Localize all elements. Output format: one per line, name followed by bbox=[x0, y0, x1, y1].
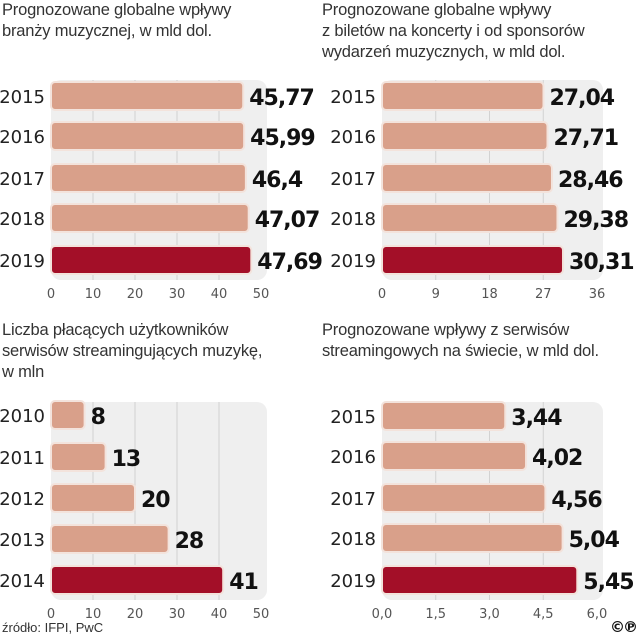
bar bbox=[50, 163, 247, 193]
value-label: 3,44 bbox=[511, 406, 562, 431]
bar-chart-music-industry: 2015 45,77 2016 45,99 2017 46,4 2018 47,07 2019 4… bbox=[0, 80, 323, 302]
x-tick-label: 10 bbox=[85, 607, 102, 622]
value-label: 27,71 bbox=[553, 126, 618, 151]
x-tick-label: 30 bbox=[169, 287, 186, 302]
category-label: 2019 bbox=[330, 571, 376, 592]
category-label: 2011 bbox=[0, 448, 45, 469]
bar bbox=[381, 163, 553, 193]
x-tick-label: 1,5 bbox=[425, 607, 446, 622]
value-label: 45,77 bbox=[249, 86, 314, 111]
bar bbox=[50, 245, 253, 275]
category-label: 2016 bbox=[330, 447, 376, 468]
category-label: 2015 bbox=[330, 407, 376, 428]
value-label: 5,04 bbox=[569, 528, 620, 553]
x-tick-label: 20 bbox=[127, 287, 144, 302]
x-tick-label: 3,0 bbox=[479, 607, 500, 622]
value-label: 28 bbox=[175, 529, 204, 554]
category-label: 2010 bbox=[0, 406, 45, 427]
x-tick-label: 40 bbox=[211, 607, 228, 622]
value-label: 20 bbox=[141, 488, 170, 513]
category-label: 2018 bbox=[330, 529, 376, 550]
value-label: 4,56 bbox=[551, 488, 602, 513]
x-tick-label: 6,0 bbox=[587, 607, 608, 622]
value-label: 47,07 bbox=[255, 208, 320, 233]
x-tick-label: 4,5 bbox=[533, 607, 554, 622]
x-tick-label: 0 bbox=[47, 607, 55, 622]
value-label: 46,4 bbox=[252, 168, 303, 193]
chart-title: Prognozowane globalne wpływy z biletów n… bbox=[322, 1, 585, 61]
x-tick-label: 0 bbox=[47, 287, 55, 302]
bar bbox=[381, 121, 549, 151]
bar-chart-concert-revenue: 2015 27,04 2016 27,71 2017 28,46 2018 29,38 2019… bbox=[330, 80, 635, 302]
value-label: 47,69 bbox=[257, 250, 322, 275]
bar bbox=[50, 524, 170, 554]
copyright-logo-icon: ©℗ bbox=[610, 618, 638, 636]
category-label: 2016 bbox=[330, 127, 376, 148]
bar bbox=[381, 483, 547, 513]
x-tick-label: 0 bbox=[378, 287, 386, 302]
bar bbox=[381, 203, 559, 233]
x-tick-label: 10 bbox=[85, 287, 102, 302]
bar bbox=[50, 121, 246, 151]
x-tick-label: 50 bbox=[253, 607, 270, 622]
x-tick-label: 9 bbox=[432, 287, 440, 302]
category-label: 2013 bbox=[0, 530, 45, 551]
chart-title: Prognozowane wpływy z serwisów streaming… bbox=[322, 321, 599, 360]
source-note: źródło: IFPI, PwC bbox=[2, 620, 104, 635]
value-label: 45,99 bbox=[250, 126, 315, 151]
value-label: 5,45 bbox=[583, 570, 633, 595]
x-tick-label: 36 bbox=[589, 287, 606, 302]
bar bbox=[381, 441, 528, 471]
category-label: 2012 bbox=[0, 489, 45, 510]
value-label: 8 bbox=[91, 405, 105, 430]
bar bbox=[381, 81, 545, 111]
bar bbox=[381, 565, 579, 595]
value-label: 4,02 bbox=[532, 446, 582, 471]
bar-chart-streaming-revenue: 2015 3,44 2016 4,02 2017 4,56 2018 5,04 2019 5,45… bbox=[330, 401, 635, 622]
x-tick-label: 50 bbox=[253, 287, 270, 302]
category-label: 2019 bbox=[330, 251, 376, 272]
value-label: 41 bbox=[229, 570, 258, 595]
bar bbox=[381, 245, 565, 275]
bar bbox=[381, 401, 507, 431]
category-label: 2015 bbox=[0, 87, 45, 108]
x-tick-label: 40 bbox=[211, 287, 228, 302]
chart-panel-music-industry-revenue: Prognozowane globalne wpływy branży muzy… bbox=[0, 0, 323, 320]
bar bbox=[50, 565, 225, 595]
bar bbox=[50, 81, 245, 111]
category-label: 2018 bbox=[330, 209, 376, 230]
category-label: 2018 bbox=[0, 209, 45, 230]
x-tick-label: 20 bbox=[127, 607, 144, 622]
value-label: 28,46 bbox=[558, 168, 623, 193]
category-label: 2016 bbox=[0, 127, 45, 148]
x-tick-label: 30 bbox=[169, 607, 186, 622]
chart-panel-streaming-users: Liczba płacących użytkowników serwisów s… bbox=[0, 320, 320, 640]
chart-panel-concert-revenue: Prognozowane globalne wpływy z biletów n… bbox=[320, 0, 640, 320]
bar bbox=[50, 442, 107, 472]
category-label: 2014 bbox=[0, 571, 45, 592]
value-label: 13 bbox=[112, 447, 141, 472]
bar-chart-streaming-users: 2010 8 2011 13 2012 20 2013 28 2014 41 0 10 20 30 40 50 bbox=[0, 400, 270, 622]
chart-title: Liczba płacących użytkowników serwisów s… bbox=[2, 321, 263, 381]
value-label: 27,04 bbox=[549, 86, 614, 111]
value-label: 30,31 bbox=[569, 250, 634, 275]
bar bbox=[381, 523, 564, 553]
category-label: 2017 bbox=[330, 489, 376, 510]
category-label: 2017 bbox=[330, 169, 376, 190]
category-label: 2019 bbox=[0, 251, 45, 272]
x-tick-label: 27 bbox=[535, 287, 552, 302]
chart-title: Prognozowane globalne wpływy branży muzy… bbox=[2, 1, 232, 40]
bar bbox=[50, 483, 136, 513]
chart-panel-streaming-revenue: Prognozowane wpływy z serwisów streaming… bbox=[320, 320, 640, 640]
x-tick-label: 18 bbox=[481, 287, 498, 302]
bar bbox=[50, 203, 250, 233]
x-tick-label: 0,0 bbox=[372, 607, 393, 622]
category-label: 2015 bbox=[330, 87, 376, 108]
bar bbox=[50, 400, 86, 430]
value-label: 29,38 bbox=[563, 208, 628, 233]
category-label: 2017 bbox=[0, 169, 45, 190]
